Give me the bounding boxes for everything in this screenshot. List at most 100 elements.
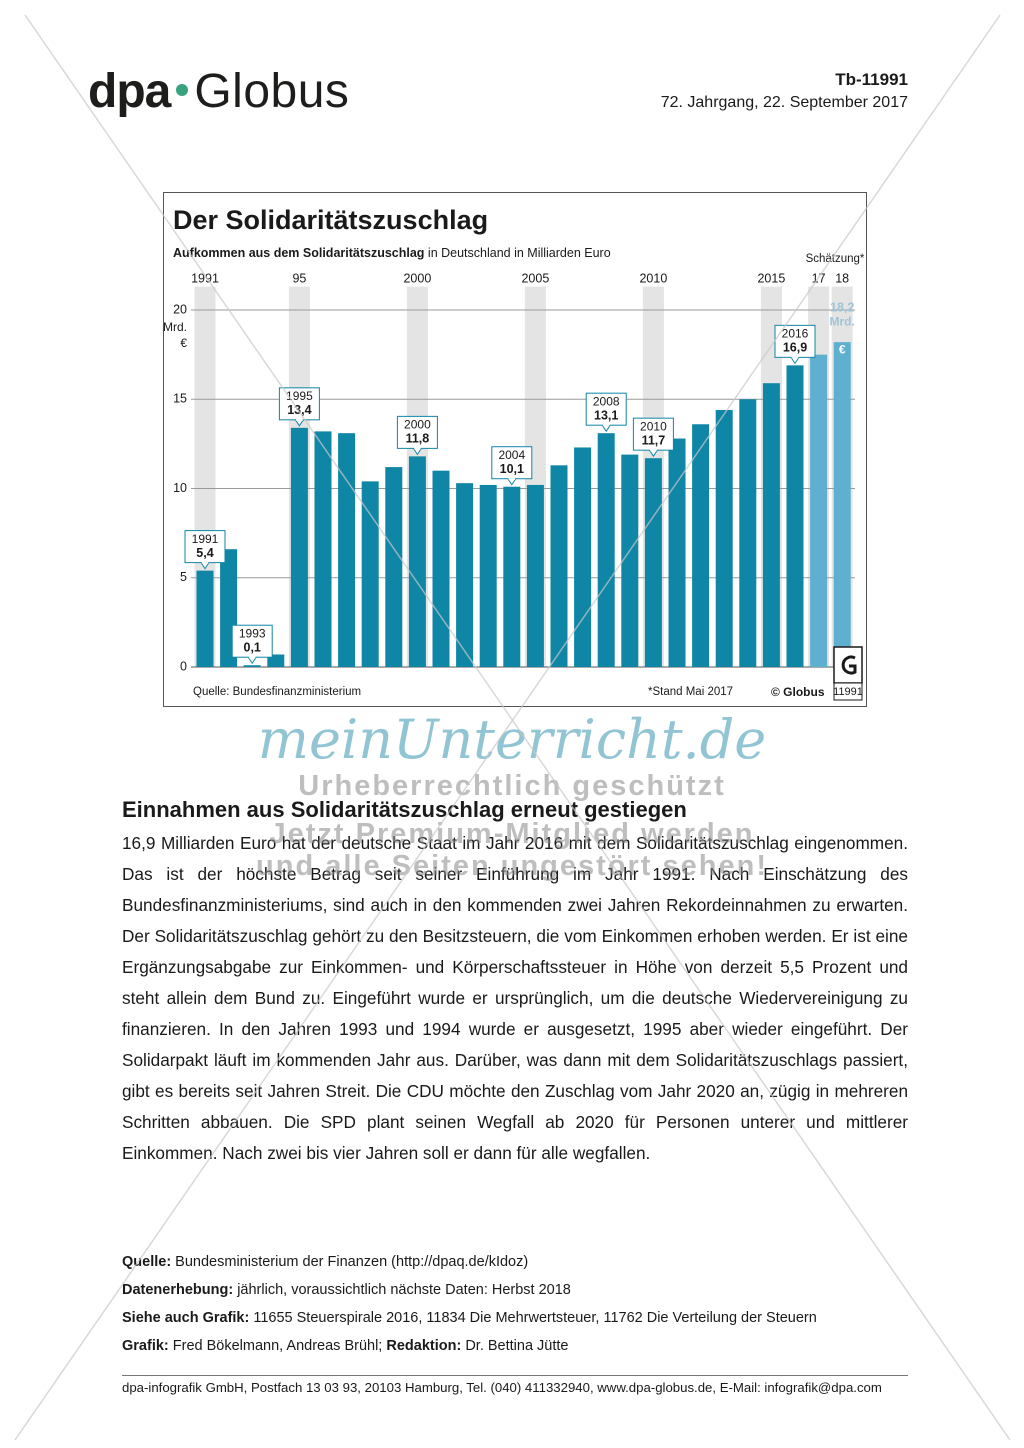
x-tick-label: 1991 <box>191 271 219 285</box>
callout-year: 2004 <box>498 448 525 462</box>
x-tick-label: 2005 <box>521 271 549 285</box>
footer-rule <box>122 1375 908 1376</box>
bar <box>715 409 733 667</box>
meta-label: Redaktion: <box>386 1338 462 1354</box>
bar <box>361 481 379 667</box>
callout-year: 2000 <box>404 418 431 432</box>
meta-label: Grafik: <box>122 1338 169 1354</box>
subtitle-rest: in Deutschland in Milliarden Euro <box>424 246 610 260</box>
watermark-site: meinUnterricht.de <box>257 708 767 771</box>
chart-note: *Stand Mai 2017 <box>648 686 733 698</box>
y-tick-label: 10 <box>173 481 187 495</box>
value-unit: Mrd. <box>830 314 855 328</box>
bar <box>314 431 332 667</box>
bar <box>762 383 780 667</box>
brand-logo: dpa Globus <box>88 62 349 122</box>
value-label: 18,2 <box>830 300 854 314</box>
meta-label: Datenerhebung: <box>122 1282 234 1298</box>
meta-block: Quelle: Bundesministerium der Finanzen (… <box>122 1248 817 1360</box>
value-label: 0,1 <box>244 641 261 655</box>
callout-year: 2010 <box>640 419 667 433</box>
callout-year: 1995 <box>286 389 313 403</box>
bar <box>574 447 592 667</box>
callout-gap <box>650 449 657 452</box>
brand-globus: Globus <box>194 65 350 118</box>
graphic-code: Tb-11991 <box>835 70 908 89</box>
callout-year: 1991 <box>192 532 219 546</box>
bar <box>597 433 615 667</box>
callout-gap <box>791 356 799 359</box>
meta-text: jährlich, voraussichtlich nächste Daten:… <box>233 1282 571 1298</box>
brand-dpa: dpa <box>88 65 171 118</box>
bar <box>243 665 261 667</box>
meta-text: 11655 Steuerspirale 2016, 11834 Die Mehr… <box>249 1310 817 1326</box>
chart-subtitle: Aufkommen aus dem Solidaritätszuschlag i… <box>173 246 611 260</box>
bar <box>526 484 544 667</box>
chart-source: Quelle: Bundesfinanzministerium <box>193 686 361 698</box>
meta-text: Bundesministerium der Finanzen (http://d… <box>171 1254 529 1270</box>
footer-address: dpa-infografik GmbH, Postfach 13 03 93, … <box>122 1380 882 1395</box>
callout-year: 2016 <box>782 327 809 341</box>
globus-logo-box <box>833 646 863 684</box>
watermark-line: Jetzt Premium-Mitglied werden <box>269 818 755 850</box>
x-tick-label: 2010 <box>639 271 667 285</box>
value-label: 16,9 <box>783 341 807 355</box>
bar <box>432 470 450 667</box>
y-unit: Mrd. <box>163 320 187 334</box>
value-label: 5,4 <box>196 546 213 560</box>
issue-date: 72. Jahrgang, 22. September 2017 <box>660 94 908 111</box>
bar <box>385 467 403 667</box>
callout-gap <box>508 477 516 480</box>
graphic-number: 11991 <box>833 686 863 698</box>
meta-line: Grafik: Fred Bökelmann, Andreas Brühl; R… <box>122 1332 817 1360</box>
meta-text: Dr. Bettina Jütte <box>461 1338 569 1354</box>
x-tick-label: 2000 <box>403 271 431 285</box>
meta-label: Quelle: <box>122 1254 172 1270</box>
y-unit: € <box>180 336 187 350</box>
chart-title: Der Solidaritätszuschlag <box>173 205 488 235</box>
value-label: 11,7 <box>642 433 666 447</box>
callout-year: 2008 <box>593 394 620 408</box>
chart-copyright: © Globus <box>771 685 825 699</box>
y-tick-label: 5 <box>180 570 187 584</box>
callout-gap <box>414 447 421 450</box>
x-tick-label: 17 <box>812 271 826 285</box>
bar <box>786 365 804 667</box>
meta-text: Fred Bökelmann, Andreas Brühl; <box>168 1338 387 1354</box>
watermark-line: und alle Seiten ungestört sehen! <box>256 850 768 882</box>
bar <box>550 465 568 667</box>
bar <box>621 454 639 667</box>
y-tick-label: 0 <box>180 659 187 673</box>
chart: Der Solidaritätszuschlag Aufkommen aus d… <box>163 192 867 707</box>
meta-label: Siehe auch Grafik: <box>122 1310 250 1326</box>
bar <box>503 486 521 667</box>
y-tick-label: 20 <box>173 302 187 316</box>
value-label: 11,8 <box>406 432 430 446</box>
callout-gap <box>201 561 209 564</box>
x-tick-label: 18 <box>835 271 849 285</box>
bar <box>833 342 851 667</box>
meta-line: Siehe auch Grafik: 11655 Steuerspirale 2… <box>122 1304 817 1332</box>
watermark-line: Urheberrechtlich geschützt <box>298 770 726 802</box>
bar <box>338 433 356 667</box>
meta-line: Quelle: Bundesministerium der Finanzen (… <box>122 1248 817 1276</box>
bar <box>290 427 308 667</box>
callout-gap <box>602 424 610 427</box>
bar <box>408 456 426 667</box>
bar <box>644 458 662 667</box>
bar <box>479 484 497 667</box>
bar <box>810 354 828 667</box>
callout-gap <box>248 656 256 659</box>
brand-dot <box>176 84 189 97</box>
value-unit: € <box>839 342 846 356</box>
value-label: 10,1 <box>500 462 524 476</box>
subtitle-bold: Aufkommen aus dem Solidaritätszuschlag <box>173 246 424 260</box>
bar <box>692 424 710 667</box>
bar <box>668 438 686 667</box>
x-tick-label: 2015 <box>757 271 785 285</box>
x-tick-label: 95 <box>292 271 306 285</box>
bar <box>739 399 757 667</box>
y-tick-label: 15 <box>173 392 187 406</box>
value-label: 13,1 <box>594 408 618 422</box>
